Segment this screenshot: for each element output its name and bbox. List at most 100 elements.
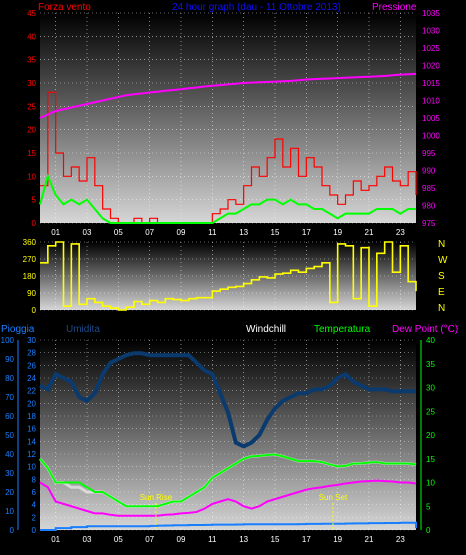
humidity-tick-label: 14 xyxy=(27,437,36,446)
rain-line xyxy=(40,521,417,531)
x-tick-label: 21 xyxy=(365,228,374,237)
x-tick-label: 17 xyxy=(302,535,311,544)
pressure-tick-label: 1035 xyxy=(422,9,440,18)
compass-label: S xyxy=(438,271,445,282)
rain-tick-label: 100 xyxy=(1,336,15,345)
pressure-tick-label: 990 xyxy=(422,167,436,176)
direction-tick-label: 0 xyxy=(32,306,37,315)
rain-tick-label: 60 xyxy=(5,412,14,421)
x-tick-label: 07 xyxy=(145,535,154,544)
humidity-tick-label: 18 xyxy=(27,412,36,421)
dewpoint-legend: Dew Point (°C) xyxy=(392,324,458,335)
temperature-legend: Temperatura xyxy=(314,324,371,335)
humidity-tick-label: 26 xyxy=(27,361,36,370)
temperature-tick-label: 10 xyxy=(426,479,435,488)
wind-tick-label: 0 xyxy=(32,219,37,228)
x-tick-label: 01 xyxy=(51,228,60,237)
x-tick-label: 19 xyxy=(333,228,342,237)
x-tick-label: 07 xyxy=(145,228,154,237)
rain-tick-label: 0 xyxy=(10,526,15,535)
dewpoint-line xyxy=(39,479,417,517)
wind-direction-line xyxy=(40,241,417,311)
x-tick-label: 11 xyxy=(208,535,217,544)
direction-tick-label: 360 xyxy=(23,238,37,247)
humidity-tick-label: 2 xyxy=(32,513,37,522)
windchill-legend: Windchill xyxy=(246,324,286,335)
wind-tick-label: 30 xyxy=(27,79,36,88)
humidity-tick-label: 6 xyxy=(32,488,37,497)
temperature-tick-label: 0 xyxy=(426,526,431,535)
rain-tick-label: 50 xyxy=(5,431,14,440)
humidity-tick-label: 8 xyxy=(32,475,37,484)
wind-axis-title: Forza vento xyxy=(38,2,91,13)
compass-label: N xyxy=(438,303,445,314)
wind-tick-label: 15 xyxy=(27,149,36,158)
wind-tick-label: 25 xyxy=(27,102,36,111)
humidity-tick-label: 0 xyxy=(32,526,37,535)
rain-tick-label: 10 xyxy=(5,507,14,516)
wind-tick-label: 40 xyxy=(27,32,36,41)
pressure-tick-label: 1020 xyxy=(422,62,440,71)
rain-tick-label: 80 xyxy=(5,374,14,383)
rain-tick-label: 40 xyxy=(5,450,14,459)
temperature-tick-label: 5 xyxy=(426,502,431,511)
pressure-axis-title: Pressione xyxy=(372,2,417,13)
pressure-tick-label: 1005 xyxy=(422,114,440,123)
x-tick-label: 23 xyxy=(396,228,405,237)
temp-plot-area xyxy=(40,340,416,530)
temperature-tick-label: 15 xyxy=(426,455,435,464)
compass-label: E xyxy=(438,287,445,298)
rain-tick-label: 70 xyxy=(5,393,14,402)
humidity-tick-label: 4 xyxy=(32,501,37,510)
pressure-line xyxy=(39,72,417,119)
pressure-tick-label: 1000 xyxy=(422,132,440,141)
humidity-tick-label: 22 xyxy=(27,387,36,396)
wind-tick-label: 35 xyxy=(27,56,36,65)
x-tick-label: 11 xyxy=(208,228,217,237)
x-tick-label: 01 xyxy=(51,535,60,544)
x-tick-label: 05 xyxy=(114,228,123,237)
x-tick-label: 15 xyxy=(271,535,280,544)
rain-tick-label: 20 xyxy=(5,488,14,497)
temperature-tick-label: 35 xyxy=(426,360,435,369)
x-tick-label: 17 xyxy=(302,228,311,237)
wind-tick-label: 45 xyxy=(27,9,36,18)
humidity-tick-label: 24 xyxy=(27,374,36,383)
rain-tick-label: 90 xyxy=(5,355,14,364)
humidity-tick-label: 30 xyxy=(27,336,36,345)
x-tick-label: 21 xyxy=(365,535,374,544)
pressure-tick-label: 985 xyxy=(422,184,436,193)
wind-speed-line xyxy=(40,91,417,224)
x-tick-label: 09 xyxy=(177,228,186,237)
humidity-tick-label: 12 xyxy=(27,450,36,459)
wind-plot-area xyxy=(40,13,416,223)
temperature-line xyxy=(39,453,417,508)
sun-annotation: Sun Rise xyxy=(140,493,173,502)
x-tick-label: 23 xyxy=(396,535,405,544)
x-tick-label: 15 xyxy=(271,228,280,237)
x-tick-label: 09 xyxy=(177,535,186,544)
wind-tick-label: 5 xyxy=(32,196,37,205)
pressure-tick-label: 975 xyxy=(422,219,436,228)
compass-label: W xyxy=(438,255,448,266)
humidity-tick-label: 10 xyxy=(27,463,36,472)
wind-tick-label: 10 xyxy=(27,172,36,181)
wind-average-line xyxy=(39,173,416,224)
x-tick-label: 13 xyxy=(239,535,248,544)
compass-label: N xyxy=(438,239,445,250)
humidity-axis-title: Umidita xyxy=(66,324,100,335)
x-tick-label: 13 xyxy=(239,228,248,237)
graph-title: 24 hour graph (dau - 11 Ottobre 2013) xyxy=(172,2,341,13)
rain-axis-title: Pioggia xyxy=(1,324,35,335)
grid-lines xyxy=(40,12,416,531)
pressure-tick-label: 1030 xyxy=(422,27,440,36)
x-tick-label: 05 xyxy=(114,535,123,544)
sun-annotation: Sun Set xyxy=(319,493,348,502)
temperature-tick-label: 25 xyxy=(426,407,435,416)
pressure-tick-label: 995 xyxy=(422,149,436,158)
direction-tick-label: 180 xyxy=(23,272,37,281)
pressure-tick-label: 1025 xyxy=(422,44,440,53)
pressure-tick-label: 1010 xyxy=(422,97,440,106)
direction-tick-label: 90 xyxy=(27,289,36,298)
